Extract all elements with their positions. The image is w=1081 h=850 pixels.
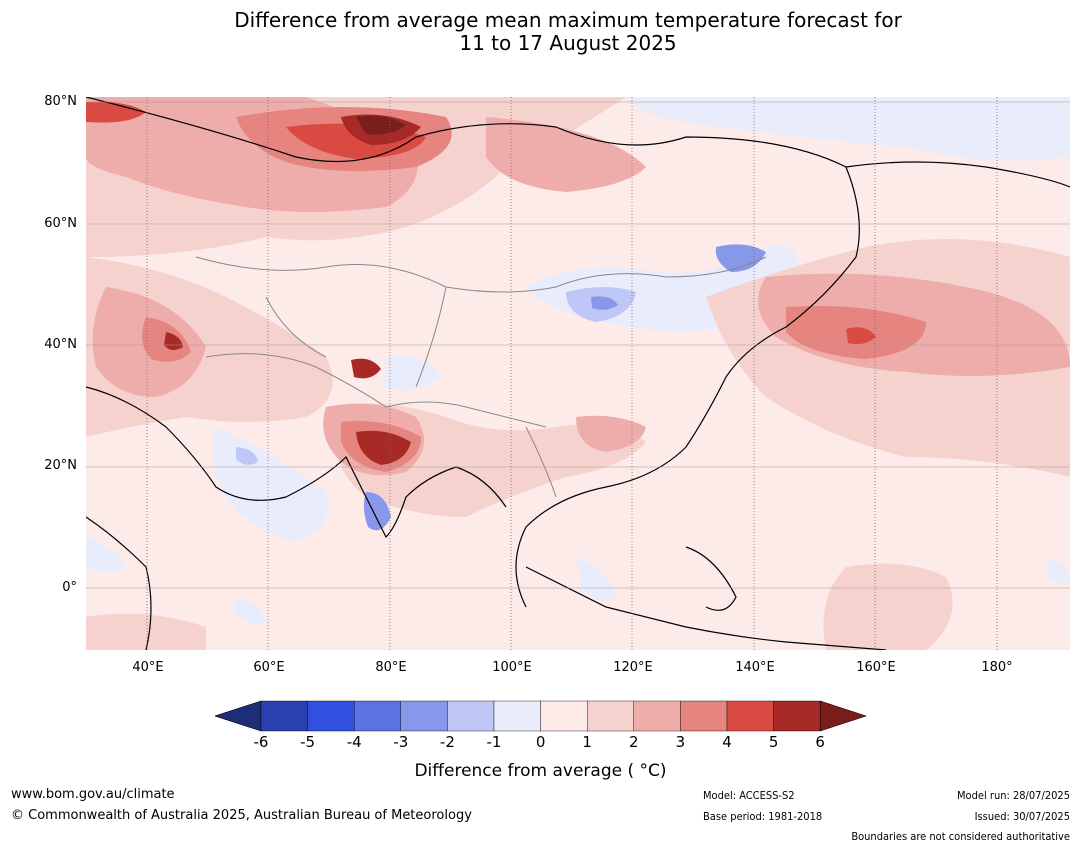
lon-label-80e: 80°E [375, 660, 407, 675]
model-text: Model: ACCESS-S2 [703, 789, 795, 802]
colorbar-tick-label: 4 [722, 733, 732, 751]
model-run-text: Model run: 28/07/2025 [957, 789, 1070, 802]
lat-label-20n: 20°N [44, 458, 77, 473]
colorbar-arrow-left [215, 700, 262, 732]
base-period-text: Base period: 1981-2018 [703, 810, 823, 823]
colorbar-tick-label: 0 [535, 733, 546, 751]
title-line-2: 11 to 17 August 2025 [459, 31, 677, 55]
lon-label-100e: 100°E [492, 660, 532, 675]
lat-label-0: 0° [62, 580, 77, 595]
colorbar-segment [447, 700, 495, 732]
colorbar-tick-label: -4 [346, 733, 362, 751]
colorbar-tick-label: 1 [582, 733, 592, 751]
lon-label-140e: 140°E [735, 660, 775, 675]
lat-label-60n: 60°N [44, 216, 77, 231]
colorbar-tick-label: -3 [393, 733, 409, 751]
colorbar-segment [260, 700, 308, 732]
colorbar-tick-label: -1 [486, 733, 502, 751]
colorbar-segment [540, 700, 588, 732]
colorbar-segment [493, 700, 541, 732]
colorbar-segment [307, 700, 355, 732]
colorbar-segment [726, 700, 774, 732]
colorbar-tick-label: 6 [815, 733, 825, 751]
colorbar-tick-label: 5 [768, 733, 779, 751]
colorbar-segment [400, 700, 448, 732]
lon-label-160e: 160°E [856, 660, 896, 675]
lat-label-40n: 40°N [44, 337, 77, 352]
boundaries-disclaimer: Boundaries are not considered authoritat… [851, 830, 1070, 843]
chart-title: Difference from average mean maximum tem… [0, 9, 1081, 55]
colorbar [215, 700, 867, 732]
map-panel [86, 97, 1070, 650]
website-link[interactable]: www.bom.gov.au/climate [11, 787, 175, 802]
lon-label-180: 180° [981, 660, 1013, 675]
colorbar-tick-label: -5 [300, 733, 316, 751]
lon-label-120e: 120°E [613, 660, 653, 675]
temperature-anomaly-map [86, 97, 1070, 650]
lon-label-40e: 40°E [132, 660, 164, 675]
colorbar-label: Difference from average ( °C) [414, 761, 667, 781]
issued-text: Issued: 30/07/2025 [974, 810, 1070, 823]
colorbar-segment [773, 700, 821, 732]
lon-label-60e: 60°E [253, 660, 285, 675]
colorbar-segment [353, 700, 401, 732]
colorbar-tick-label: -2 [439, 733, 455, 751]
colorbar-tick-label: -6 [253, 733, 269, 751]
lat-label-80n: 80°N [44, 94, 77, 109]
graticule [146, 97, 998, 650]
title-line-1: Difference from average mean maximum tem… [234, 8, 902, 32]
colorbar-segment [587, 700, 635, 732]
colorbar-segment [633, 700, 681, 732]
colorbar-segment [680, 700, 728, 732]
colorbar-arrow-right [819, 700, 867, 732]
colorbar-tick-label: 2 [629, 733, 639, 751]
colorbar-tick-label: 3 [675, 733, 686, 751]
copyright-text: © Commonwealth of Australia 2025, Austra… [11, 808, 472, 823]
